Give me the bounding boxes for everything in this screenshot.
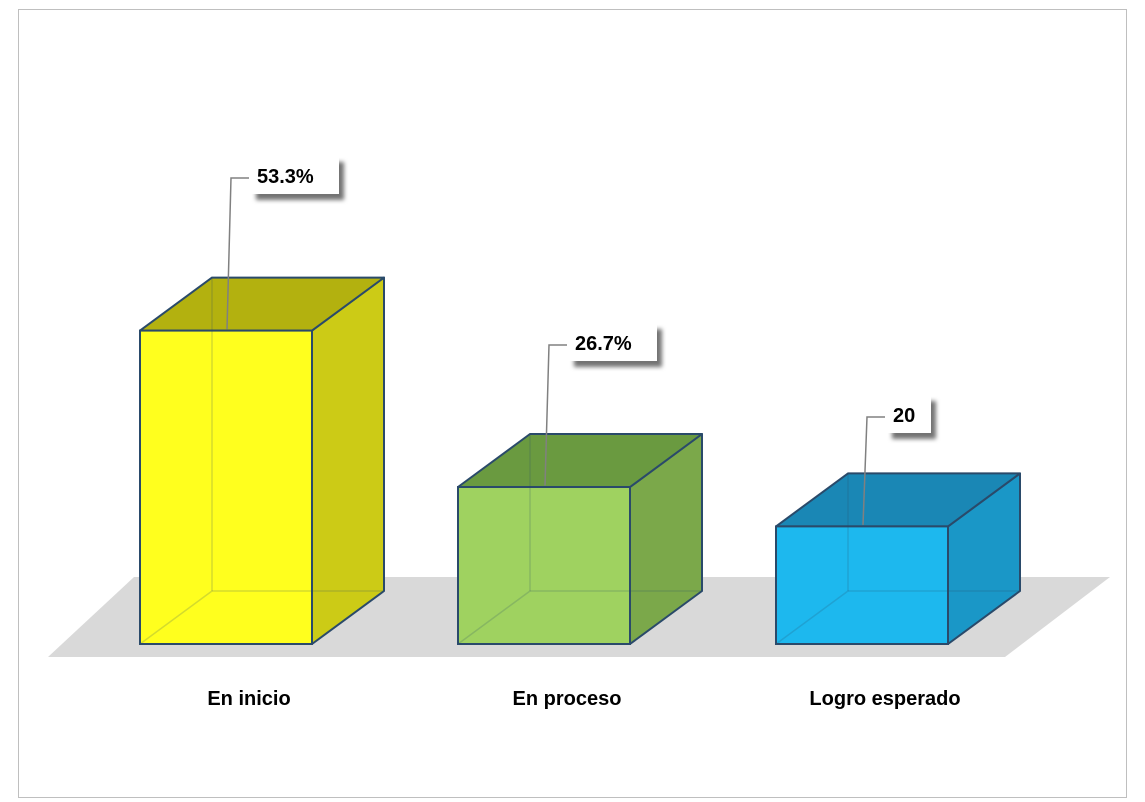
- data-label: 26.7%: [575, 333, 632, 355]
- bar-inner-edge: [139, 590, 213, 645]
- bar-front-face: [775, 525, 949, 646]
- data-label-leader: [544, 344, 567, 486]
- data-label: 20: [893, 405, 915, 427]
- data-label: 53.3%: [257, 166, 314, 188]
- data-label-leader: [226, 177, 249, 330]
- category-label: En inicio: [207, 688, 290, 710]
- bar-2: [457, 433, 703, 645]
- bars-group: [139, 276, 1021, 646]
- data-label-box: [251, 156, 339, 194]
- bar-1: [139, 276, 385, 645]
- bar-front-face: [457, 486, 631, 645]
- data-label-box: [887, 395, 931, 433]
- bar-side-face: [311, 276, 385, 645]
- bar-inner-edge: [457, 590, 531, 645]
- bar-3: [775, 472, 1021, 646]
- labels-group: 53.3% En inicio 26.7% En proceso 20 Logro esp…: [207, 156, 961, 710]
- data-label-box: [569, 323, 657, 361]
- bar-front-face: [139, 329, 313, 645]
- category-label: En proceso: [513, 688, 622, 710]
- data-label-leader: [862, 416, 885, 525]
- category-label: Logro esperado: [809, 688, 960, 710]
- bar-inner-edge: [775, 590, 849, 645]
